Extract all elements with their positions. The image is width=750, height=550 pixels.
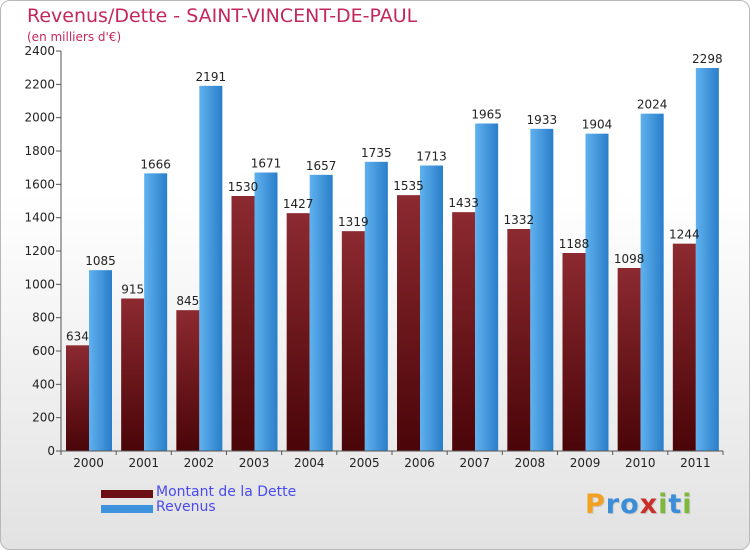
data-label-revenus: 1671: [251, 157, 282, 171]
logo-letter: x: [639, 489, 659, 520]
bar-dette: [617, 268, 641, 451]
bar-revenus: [640, 113, 664, 452]
y-tick-label: 800: [32, 311, 55, 325]
y-tick-label: 2000: [24, 111, 55, 125]
data-label-revenus: 1933: [527, 113, 558, 127]
data-label-revenus: 1904: [582, 118, 613, 132]
data-label-dette: 1098: [614, 252, 645, 266]
bar-revenus: [364, 161, 388, 452]
data-label-revenus: 1666: [140, 157, 171, 171]
y-tick-label: 200: [32, 411, 55, 425]
bar-dette: [672, 243, 696, 451]
data-label-revenus: 1735: [361, 146, 392, 160]
x-tick-label: 2007: [459, 456, 490, 470]
x-tick-label: 2003: [239, 456, 270, 470]
chart-subtitle: (en milliers d'€): [27, 30, 122, 44]
legend-swatch-revenus: [101, 505, 153, 513]
data-label-dette: 1332: [504, 213, 535, 227]
data-label-dette: 1427: [283, 197, 314, 211]
bar-revenus: [420, 165, 443, 451]
data-label-dette: 845: [176, 294, 199, 308]
y-tick-label: 1600: [24, 177, 55, 191]
data-label-dette: 1244: [669, 228, 700, 242]
x-tick-label: 2011: [680, 456, 711, 470]
bar-revenus: [309, 174, 333, 452]
bar-dette: [231, 196, 255, 451]
bar-revenus: [199, 85, 223, 451]
bar-dette: [176, 310, 200, 451]
data-labels: 634 1085 915 1666 845 2191 1530 1671 1427 1657 131…: [66, 52, 723, 343]
logo-letter: r: [605, 489, 621, 520]
y-tick-label: 1000: [24, 277, 55, 291]
bar-revenus: [530, 128, 554, 451]
y-tick-label: 600: [32, 344, 55, 358]
y-tick-label: 400: [32, 377, 55, 391]
y-tick-label: 0: [47, 444, 55, 458]
bar-dette: [507, 229, 531, 451]
x-tick-label: 2009: [570, 456, 601, 470]
bar-revenus: [585, 133, 609, 451]
x-tick-label: 2008: [515, 456, 546, 470]
x-tick-label: 2010: [625, 456, 656, 470]
data-label-dette: 915: [121, 283, 144, 297]
bar-revenus: [475, 123, 499, 451]
x-tick-label: 2002: [184, 456, 215, 470]
bars: [66, 68, 719, 452]
data-label-revenus: 1965: [471, 108, 502, 122]
data-label-revenus: 1085: [85, 254, 116, 268]
x-tick-label: 2001: [128, 456, 159, 470]
y-tick-label: 2400: [24, 44, 55, 58]
y-tick-label: 1800: [24, 144, 55, 158]
data-label-revenus: 2298: [692, 52, 723, 66]
bar-dette: [341, 231, 365, 451]
bar-revenus: [89, 270, 112, 451]
y-tick-label: 2200: [24, 77, 55, 91]
data-label-revenus: 2024: [637, 98, 668, 112]
legend-swatch-dette: [101, 490, 153, 498]
x-tick-label: 2000: [73, 456, 104, 470]
bar-dette: [286, 213, 310, 451]
bar-dette: [452, 212, 476, 451]
data-label-revenus: 2191: [196, 70, 227, 84]
bar-dette: [397, 195, 420, 451]
chart-title: Revenus/Dette - SAINT-VINCENT-DE-PAUL: [27, 5, 418, 27]
y-tick-label: 1400: [24, 211, 55, 225]
data-label-dette: 1535: [393, 179, 424, 193]
logo-letter: i: [658, 489, 669, 520]
data-label-dette: 634: [66, 329, 89, 343]
data-label-revenus: 1657: [306, 159, 337, 173]
bar-dette: [562, 253, 586, 451]
logo-letter: i: [682, 489, 693, 520]
x-tick-label: 2006: [404, 456, 435, 470]
legend-label-revenus: Revenus: [156, 499, 216, 515]
bar-dette: [121, 298, 145, 451]
bar-revenus: [144, 173, 168, 452]
axes: 0 200 400 600 800 1000 1200 1400 1600 1800 2000 220…: [24, 44, 724, 470]
data-label-revenus: 1713: [416, 150, 447, 164]
logo-letter: P: [585, 489, 606, 520]
bar-revenus: [254, 172, 278, 451]
logo-letter: o: [620, 489, 640, 520]
bar-dette: [66, 345, 89, 451]
proxiti-logo: Proxiti: [585, 489, 693, 520]
data-label-dette: 1319: [338, 215, 369, 229]
legend-label-dette: Montant de la Dette: [156, 484, 297, 500]
x-tick-label: 2004: [294, 456, 325, 470]
x-tick-label: 2005: [349, 456, 380, 470]
bar-revenus: [695, 68, 719, 451]
y-tick-label: 1200: [24, 244, 55, 258]
data-label-dette: 1530: [228, 180, 259, 194]
logo-letter: t: [668, 489, 683, 520]
data-label-dette: 1433: [448, 196, 479, 210]
data-label-dette: 1188: [559, 237, 590, 251]
